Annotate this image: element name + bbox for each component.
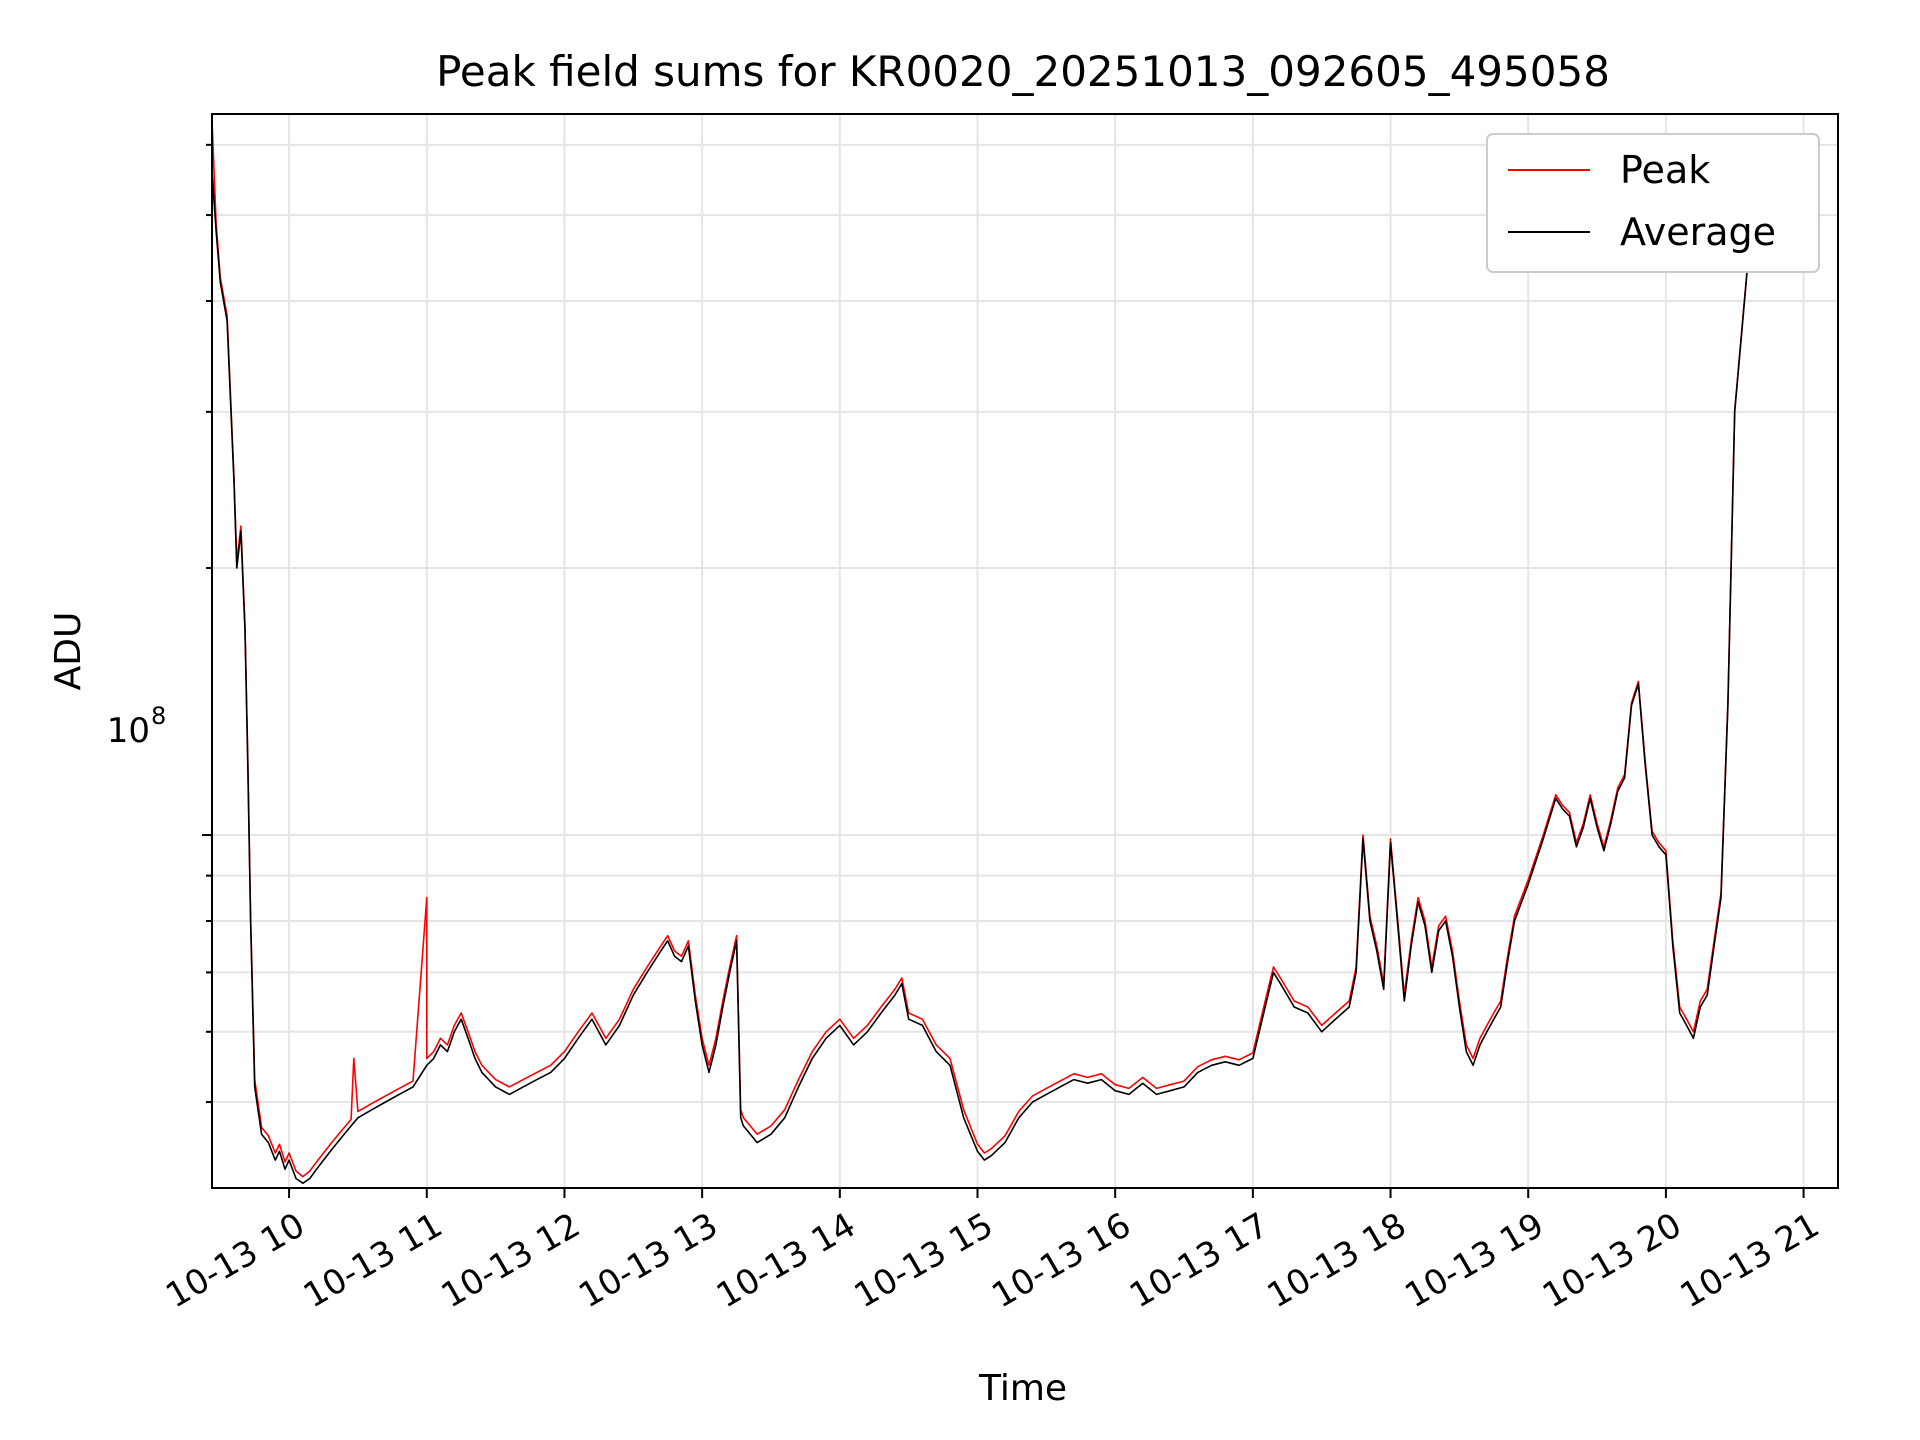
- series-average-line: [211, 157, 1784, 1184]
- y-axis-label: ADU: [48, 612, 89, 691]
- chart-title: Peak field sums for KR0020_20251013_0926…: [436, 47, 1610, 96]
- legend-peak-label: Peak: [1620, 148, 1710, 192]
- series-peak-line: [211, 119, 1784, 1178]
- y-tick-exponent: 8: [151, 702, 166, 730]
- legend: Peak Average: [1486, 133, 1820, 273]
- y-tick-label-1e8: 10 8: [107, 702, 167, 751]
- legend-average-label: Average: [1620, 210, 1776, 254]
- legend-box: [1486, 133, 1820, 273]
- series-layer: [211, 119, 1784, 1184]
- x-axis-label: Time: [978, 1368, 1067, 1409]
- axes-frame: [211, 113, 1839, 1189]
- y-tick-base: 10: [107, 711, 150, 751]
